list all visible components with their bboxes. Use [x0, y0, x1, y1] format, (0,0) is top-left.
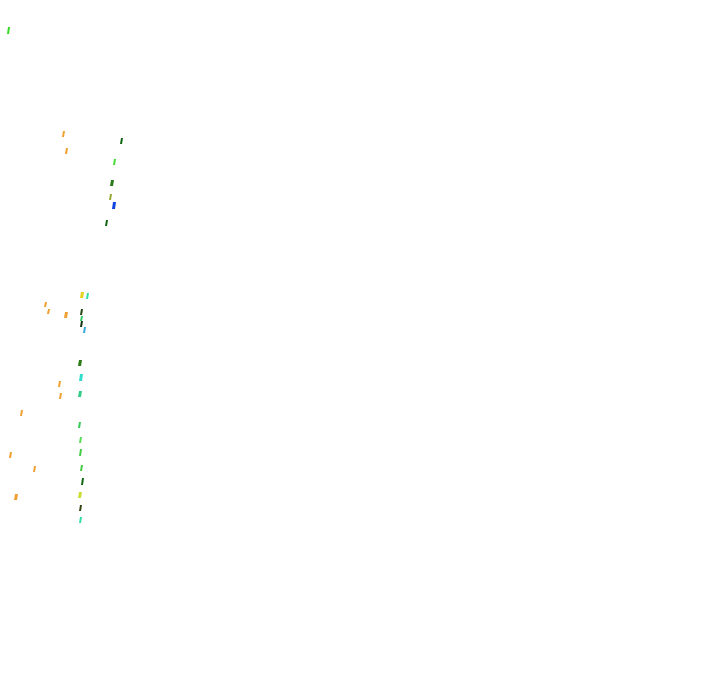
- speck: [80, 465, 83, 471]
- speck: [9, 452, 12, 458]
- speck: [79, 374, 83, 381]
- speck: [79, 437, 82, 443]
- specks: [7, 27, 123, 523]
- speck: [79, 517, 82, 523]
- speck: [47, 309, 50, 314]
- speck: [110, 180, 114, 186]
- speck: [109, 194, 112, 200]
- speck: [59, 393, 62, 399]
- speck: [78, 422, 81, 428]
- speck: [58, 381, 61, 387]
- speck: [65, 148, 68, 154]
- speck: [80, 309, 83, 315]
- speck: [20, 410, 23, 416]
- speck: [112, 202, 116, 209]
- speck: [113, 159, 116, 165]
- speck: [78, 360, 82, 366]
- speck: [79, 505, 82, 511]
- speck: [83, 327, 86, 333]
- speck: [80, 316, 83, 321]
- speck: [120, 138, 123, 144]
- speck: [78, 492, 82, 498]
- speck: [79, 449, 82, 456]
- speck: [44, 302, 47, 307]
- speck: [7, 27, 10, 34]
- speck: [80, 292, 84, 298]
- speck: [62, 131, 65, 137]
- speck: [33, 466, 36, 472]
- speck: [86, 293, 89, 299]
- speck: [78, 391, 82, 397]
- speck: [14, 494, 18, 500]
- speck: [64, 312, 68, 318]
- speck: [105, 220, 108, 226]
- speck: [81, 478, 84, 485]
- speck: [80, 321, 83, 327]
